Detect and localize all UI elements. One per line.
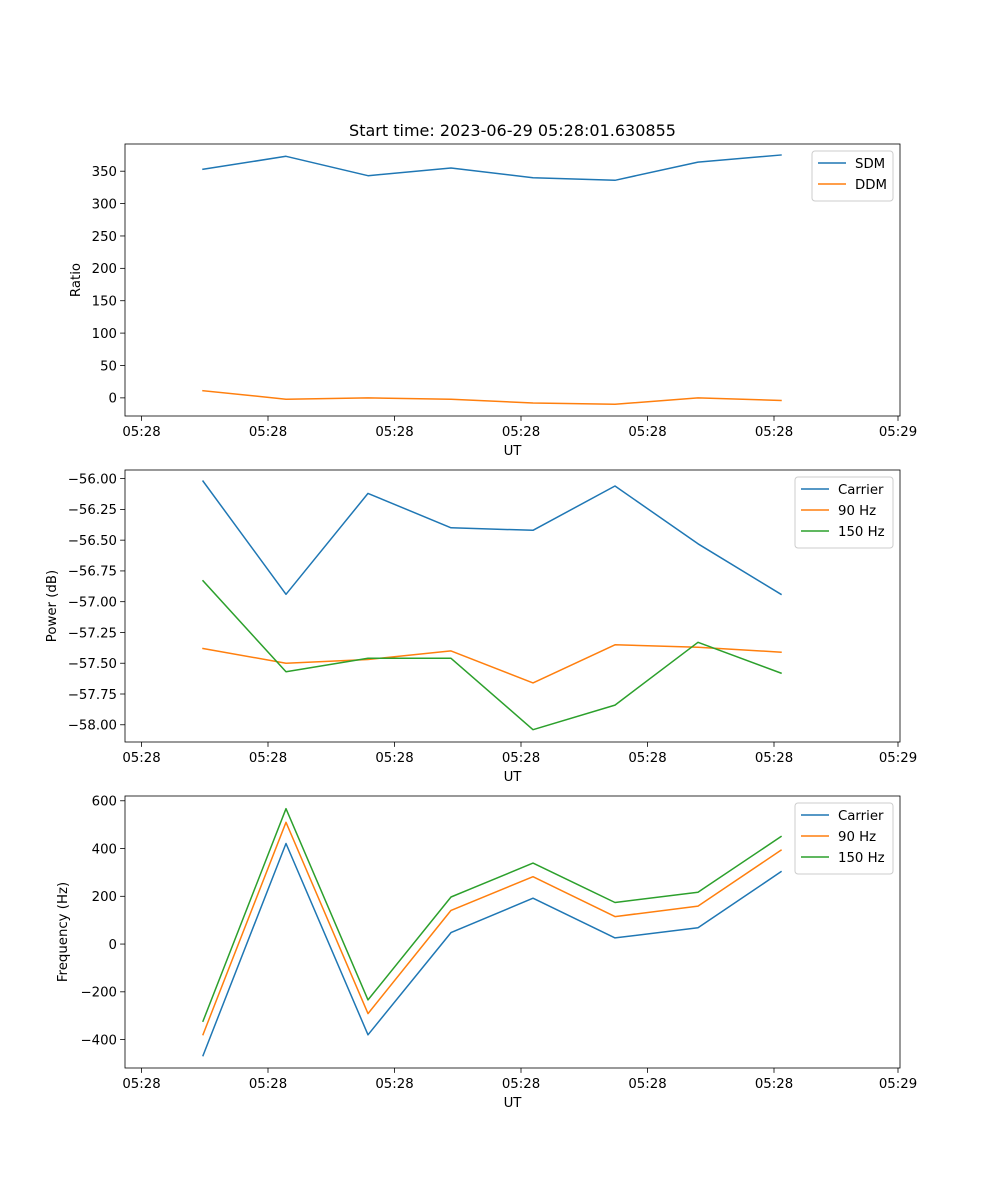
y-tick-label: −57.25 bbox=[68, 626, 117, 641]
y-tick-label: −57.75 bbox=[68, 688, 117, 703]
x-tick-label: 05:28 bbox=[755, 1077, 793, 1092]
y-tick-label: −400 bbox=[80, 1033, 117, 1048]
y-tick-label: 250 bbox=[92, 230, 117, 245]
x-tick-label: 05:29 bbox=[879, 425, 917, 440]
legend-label: Carrier bbox=[838, 809, 884, 824]
legend: SDM DDM bbox=[811, 150, 894, 202]
series-line-90-hz bbox=[202, 644, 782, 684]
y-tick-label: 0 bbox=[109, 938, 117, 953]
legend-label: 150 Hz bbox=[838, 851, 885, 866]
x-tick-label: 05:29 bbox=[879, 751, 917, 766]
x-axis-label: UT bbox=[504, 1096, 523, 1111]
y-tick-label: 100 bbox=[92, 327, 117, 342]
series-line-ddm bbox=[202, 389, 782, 406]
x-tick-label: 05:28 bbox=[249, 751, 287, 766]
y-tick-label: 300 bbox=[92, 197, 117, 212]
x-tick-label: 05:28 bbox=[628, 751, 666, 766]
y-tick-label: 50 bbox=[100, 359, 117, 374]
x-tick-label: 05:28 bbox=[502, 751, 540, 766]
series-line-90-hz bbox=[202, 821, 783, 1036]
y-axis-label: Power (dB) bbox=[45, 570, 60, 642]
x-tick-label: 05:28 bbox=[122, 425, 160, 440]
legend-label: 150 Hz bbox=[838, 525, 885, 540]
x-tick-label: 05:28 bbox=[249, 425, 287, 440]
axes-frame bbox=[124, 795, 901, 1069]
legend: Carrier 90 Hz 150 Hz bbox=[794, 802, 894, 875]
axes-frame bbox=[124, 143, 901, 417]
legend-label: Carrier bbox=[838, 483, 884, 498]
x-tick-label: 05:28 bbox=[755, 751, 793, 766]
x-axis-label: UT bbox=[504, 444, 523, 459]
panels: 05:28 05:28 05:28 05:28 05:28 05:28 05:29 0 50 10… bbox=[45, 143, 917, 1111]
axes-frame bbox=[124, 469, 901, 743]
series-line-carrier bbox=[202, 842, 783, 1057]
y-tick-label: 400 bbox=[92, 842, 117, 857]
series-line-sdm bbox=[202, 154, 782, 182]
y-tick-label: −56.50 bbox=[68, 534, 117, 549]
y-tick-label: −56.25 bbox=[68, 503, 117, 518]
y-tick-label: 150 bbox=[92, 295, 117, 310]
chart-panel-2: 05:28 05:28 05:28 05:28 05:28 05:28 05:29 −58.0… bbox=[45, 469, 917, 785]
x-tick-label: 05:28 bbox=[375, 1077, 413, 1092]
y-tick-label: 200 bbox=[92, 890, 117, 905]
y-tick-label: 0 bbox=[109, 392, 117, 407]
x-tick-label: 05:28 bbox=[375, 751, 413, 766]
x-axis-label: UT bbox=[504, 770, 523, 785]
x-tick-label: 05:28 bbox=[375, 425, 413, 440]
legend: Carrier 90 Hz 150 Hz bbox=[794, 476, 894, 549]
chart-panel-1: 05:28 05:28 05:28 05:28 05:28 05:28 05:29 0 50 10… bbox=[69, 143, 917, 459]
legend-label: 90 Hz bbox=[838, 504, 876, 519]
series-line-150-hz bbox=[202, 807, 783, 1023]
series-line-150-hz bbox=[201, 579, 782, 731]
chart-panel-3: 05:28 05:28 05:28 05:28 05:28 05:28 05:29 −400 −… bbox=[56, 795, 917, 1111]
y-tick-label: −57.00 bbox=[68, 595, 117, 610]
y-tick-label: −200 bbox=[80, 986, 117, 1001]
x-tick-label: 05:28 bbox=[122, 1077, 160, 1092]
legend-label: SDM bbox=[855, 157, 885, 172]
y-tick-label: 600 bbox=[92, 795, 117, 810]
y-tick-label: −56.75 bbox=[68, 565, 117, 580]
series-line-carrier bbox=[201, 480, 783, 596]
y-tick-label: 350 bbox=[92, 165, 117, 180]
x-tick-label: 05:28 bbox=[755, 425, 793, 440]
x-tick-label: 05:28 bbox=[249, 1077, 287, 1092]
x-tick-label: 05:28 bbox=[122, 751, 160, 766]
legend-label: 90 Hz bbox=[838, 830, 876, 845]
x-tick-label: 05:28 bbox=[502, 1077, 540, 1092]
x-tick-label: 05:28 bbox=[628, 1077, 666, 1092]
figure-title: Start time: 2023-06-29 05:28:01.630855 bbox=[349, 121, 676, 140]
x-tick-label: 05:28 bbox=[628, 425, 666, 440]
y-axis-label: Frequency (Hz) bbox=[56, 882, 71, 982]
legend-label: DDM bbox=[855, 178, 887, 193]
x-tick-label: 05:29 bbox=[879, 1077, 917, 1092]
y-tick-label: −58.00 bbox=[68, 719, 117, 734]
y-tick-label: 200 bbox=[92, 262, 117, 277]
y-axis-label: Ratio bbox=[69, 263, 84, 297]
y-tick-label: −57.50 bbox=[68, 657, 117, 672]
x-tick-label: 05:28 bbox=[502, 425, 540, 440]
y-tick-label: −56.00 bbox=[68, 472, 117, 487]
